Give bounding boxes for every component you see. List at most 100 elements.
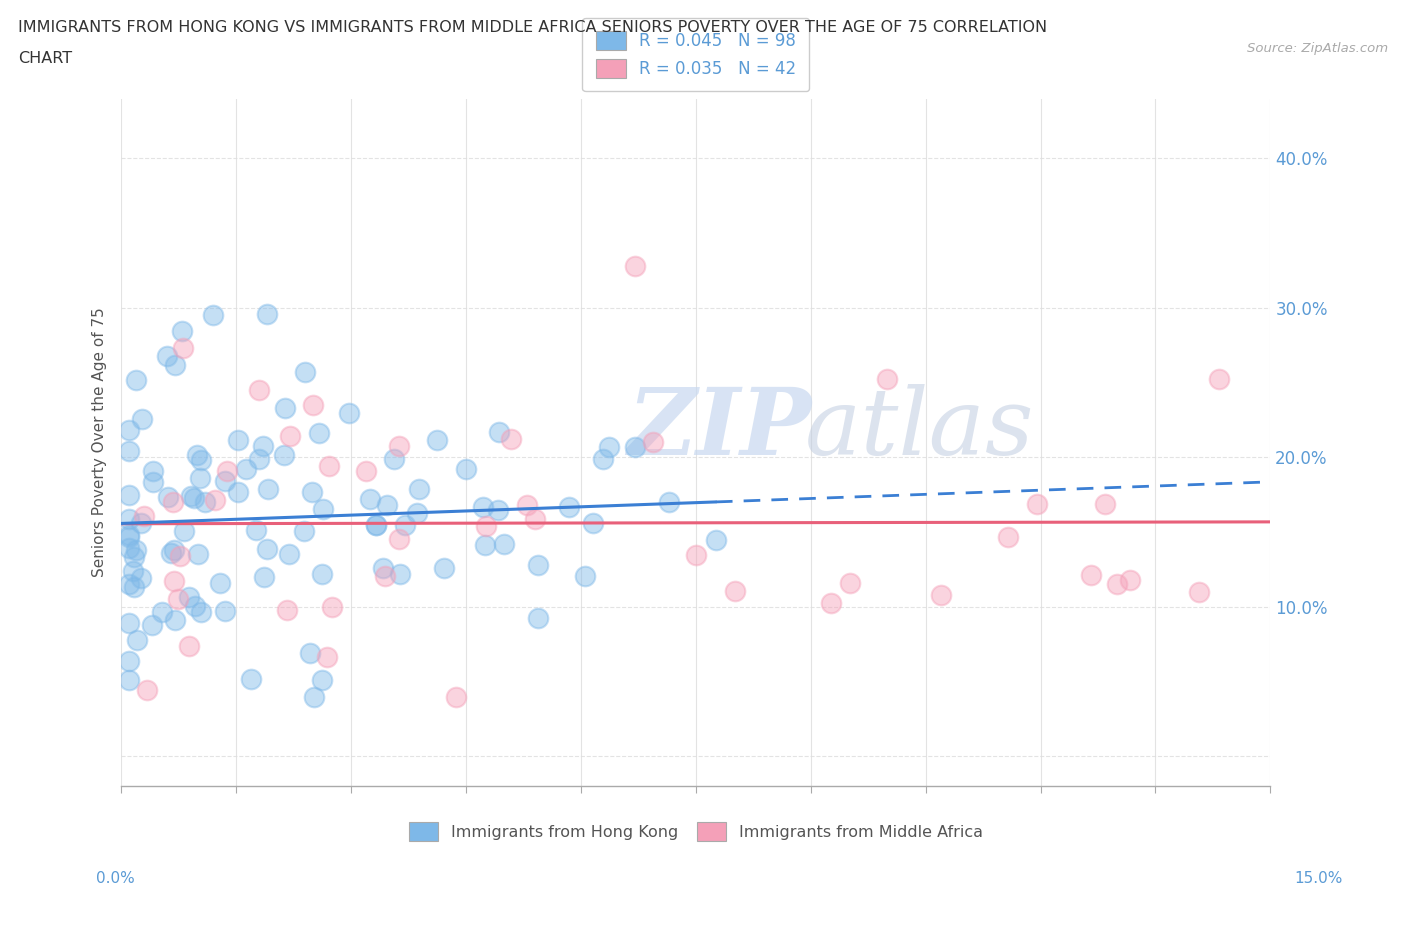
Text: 15.0%: 15.0% [1295, 871, 1343, 886]
Point [444, 689, 467, 704]
Point [160, 546, 183, 561]
Point [204, 492, 226, 507]
Point [276, 603, 298, 618]
Point [163, 542, 186, 557]
Point [387, 532, 409, 547]
Point [235, 461, 257, 476]
Point [1025, 497, 1047, 512]
Point [704, 533, 727, 548]
Point [257, 482, 280, 497]
Point [472, 499, 495, 514]
Point [273, 447, 295, 462]
Point [150, 604, 173, 619]
Point [997, 529, 1019, 544]
Point [134, 509, 156, 524]
Point [274, 401, 297, 416]
Point [135, 683, 157, 698]
Point [118, 654, 141, 669]
Point [364, 518, 387, 533]
Point [277, 547, 299, 562]
Point [658, 495, 681, 510]
Point [187, 547, 209, 562]
Point [163, 357, 186, 372]
Point [245, 523, 267, 538]
Point [124, 373, 146, 388]
Point [426, 432, 449, 447]
Point [156, 490, 179, 505]
Point [214, 473, 236, 488]
Point [1107, 577, 1129, 591]
Point [163, 574, 186, 589]
Point [278, 429, 301, 444]
Text: IMMIGRANTS FROM HONG KONG VS IMMIGRANTS FROM MIDDLE AFRICA SENIORS POVERTY OVER : IMMIGRANTS FROM HONG KONG VS IMMIGRANTS … [18, 20, 1047, 35]
Point [131, 411, 153, 426]
Point [226, 432, 249, 447]
Point [118, 487, 141, 502]
Point [389, 566, 412, 581]
Point [582, 516, 605, 531]
Point [165, 613, 187, 628]
Point [190, 453, 212, 468]
Point [516, 498, 538, 512]
Point [318, 458, 340, 473]
Point [574, 569, 596, 584]
Point [177, 639, 200, 654]
Point [173, 524, 195, 538]
Point [1080, 567, 1102, 582]
Point [1188, 585, 1211, 600]
Text: atlas: atlas [806, 384, 1035, 473]
Point [294, 365, 316, 379]
Point [252, 439, 274, 454]
Point [183, 490, 205, 505]
Point [253, 569, 276, 584]
Point [321, 600, 343, 615]
Point [1119, 572, 1142, 587]
Point [217, 463, 239, 478]
Point [121, 564, 143, 578]
Point [122, 579, 145, 594]
Point [142, 475, 165, 490]
Point [118, 444, 141, 458]
Point [129, 570, 152, 585]
Point [558, 499, 581, 514]
Point [184, 599, 207, 614]
Point [474, 538, 496, 552]
Point [592, 451, 614, 466]
Point [685, 547, 707, 562]
Point [527, 557, 550, 572]
Point [488, 425, 510, 440]
Text: 0.0%: 0.0% [96, 871, 135, 886]
Point [364, 517, 387, 532]
Point [408, 482, 430, 497]
Point [190, 604, 212, 619]
Point [172, 341, 194, 356]
Point [1094, 497, 1116, 512]
Point [876, 372, 898, 387]
Point [311, 673, 333, 688]
Point [308, 426, 330, 441]
Point [188, 471, 211, 485]
Point [118, 527, 141, 542]
Point [624, 440, 647, 455]
Point [527, 611, 550, 626]
Point [209, 576, 232, 591]
Point [374, 569, 396, 584]
Point [312, 501, 335, 516]
Point [162, 495, 184, 510]
Point [371, 561, 394, 576]
Text: CHART: CHART [18, 51, 72, 66]
Point [382, 452, 405, 467]
Point [302, 689, 325, 704]
Point [492, 537, 515, 551]
Point [354, 464, 377, 479]
Point [240, 671, 263, 686]
Point [127, 632, 149, 647]
Text: Source: ZipAtlas.com: Source: ZipAtlas.com [1247, 42, 1388, 55]
Point [202, 308, 225, 323]
Point [141, 618, 163, 632]
Point [142, 464, 165, 479]
Point [214, 604, 236, 618]
Point [118, 422, 141, 437]
Point [301, 485, 323, 499]
Point [226, 485, 249, 499]
